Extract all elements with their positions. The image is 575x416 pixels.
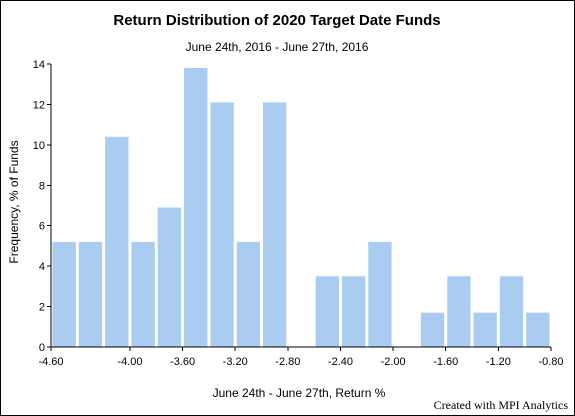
- x-tick-label: -4.00: [117, 356, 142, 368]
- histogram-bar: [526, 312, 550, 347]
- histogram-bar: [473, 312, 497, 347]
- histogram-bar: [236, 241, 261, 347]
- histogram-bar: [131, 241, 155, 347]
- y-axis-label: Frequency, % of Funds: [7, 140, 21, 263]
- x-tick-label: -4.60: [38, 356, 63, 368]
- histogram-bar: [78, 241, 103, 347]
- x-tick-label: -0.80: [538, 356, 563, 368]
- histogram-bar: [184, 68, 208, 348]
- histogram-bar: [105, 136, 129, 347]
- histogram-bar: [341, 276, 366, 347]
- chart-subtitle: June 24th, 2016 - June 27th, 2016: [186, 40, 369, 54]
- histogram-bar: [315, 276, 339, 347]
- x-tick-label: -1.20: [486, 356, 511, 368]
- y-tick-label: 4: [39, 261, 45, 273]
- histogram-bar: [368, 241, 392, 347]
- credit-text: Created with MPI Analytics: [433, 398, 568, 412]
- y-tick-label: 2: [39, 302, 45, 314]
- histogram-bar: [447, 276, 471, 347]
- x-tick-label: -2.00: [381, 356, 406, 368]
- y-tick-label: 6: [39, 221, 45, 233]
- x-tick-label: -1.60: [433, 356, 458, 368]
- x-tick-label: -3.20: [223, 356, 248, 368]
- x-tick-label: -2.80: [275, 356, 300, 368]
- histogram-bar: [420, 312, 445, 347]
- histogram-bar: [210, 102, 234, 348]
- histogram-bar: [499, 276, 524, 347]
- bars-group: [52, 68, 550, 348]
- x-tick-label: -2.40: [328, 356, 353, 368]
- histogram-bar: [52, 241, 76, 347]
- y-tick-label: 12: [33, 99, 45, 111]
- y-tick-label: 14: [33, 59, 45, 71]
- histogram-bar: [263, 102, 287, 348]
- x-tick-label: -3.60: [170, 356, 195, 368]
- y-tick-label: 0: [39, 342, 45, 354]
- x-axis-label: June 24th - June 27th, Return %: [213, 386, 386, 400]
- histogram-bar: [157, 207, 182, 347]
- axes-group: 0 2 4 6 8 10 12 14 -4.60 -4.00 -3.60 -3.20 -2.80 -2.4…: [33, 59, 564, 368]
- y-tick-label: 10: [33, 140, 45, 152]
- y-tick-label: 8: [39, 180, 45, 192]
- chart-title: Return Distribution of 2020 Target Date …: [113, 12, 440, 29]
